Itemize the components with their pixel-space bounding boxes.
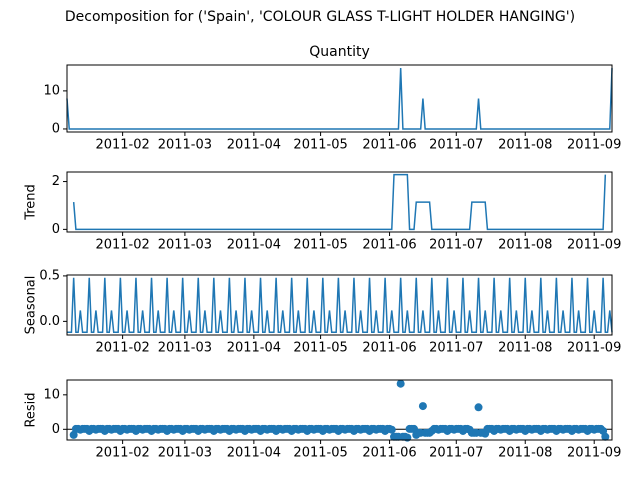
x-tick-label: 2011-04 [227,446,281,461]
x-tick-label: 2011-07 [429,138,483,153]
resid-point [601,432,610,441]
x-tick-label: 2011-09 [567,341,621,356]
y-tick-label: 10 [43,83,60,98]
series-line [67,277,613,334]
x-tick-label: 2011-04 [227,341,281,356]
axes-frame [66,274,613,336]
x-tick-label: 2011-03 [158,138,212,153]
x-tick-label: 2011-03 [158,446,212,461]
resid-point [474,403,483,412]
x-tick-label: 2011-02 [95,341,149,356]
panel-title: Quantity [309,44,370,60]
x-tick-label: 2011-06 [362,238,416,253]
y-tick-label: 0.5 [39,268,60,283]
x-tick-label: 2011-05 [293,341,347,356]
x-tick-label: 2011-09 [567,446,621,461]
figure-title: Decomposition for ('Spain', 'COLOUR GLAS… [65,9,575,25]
series-line [66,68,613,130]
x-tick-label: 2011-04 [227,138,281,153]
x-tick-label: 2011-07 [429,446,483,461]
y-axis-label: Trend [24,184,39,221]
resid-point [396,379,405,388]
y-tick-label: 0 [52,422,60,437]
axes-frame [66,64,613,133]
x-tick-label: 2011-05 [293,138,347,153]
resid-point [69,430,78,439]
x-tick-label: 2011-08 [498,446,552,461]
axes-frame [66,171,613,233]
x-tick-label: 2011-04 [227,238,281,253]
y-tick-label: 0 [52,121,60,136]
x-tick-label: 2011-06 [362,341,416,356]
x-tick-label: 2011-08 [498,341,552,356]
x-tick-label: 2011-09 [567,138,621,153]
resid-point [418,402,427,411]
x-tick-label: 2011-09 [567,238,621,253]
x-tick-label: 2011-08 [498,238,552,253]
y-tick-label: 0.0 [39,314,60,329]
x-tick-label: 2011-03 [158,238,212,253]
y-tick-label: 0 [52,222,60,237]
x-tick-label: 2011-07 [429,341,483,356]
x-tick-label: 2011-02 [95,138,149,153]
axes-frame [66,379,613,441]
y-axis-label: Resid [24,392,39,427]
x-tick-label: 2011-06 [362,446,416,461]
x-tick-label: 2011-07 [429,238,483,253]
x-tick-label: 2011-02 [95,238,149,253]
series-line [72,173,607,231]
x-tick-label: 2011-05 [293,446,347,461]
x-tick-label: 2011-03 [158,341,212,356]
x-tick-label: 2011-05 [293,238,347,253]
y-tick-label: 2 [52,174,60,189]
x-tick-label: 2011-06 [362,138,416,153]
y-tick-label: 10 [43,387,60,402]
x-tick-label: 2011-02 [95,446,149,461]
resid-point [387,425,396,434]
x-tick-label: 2011-08 [498,138,552,153]
y-axis-label: Seasonal [24,276,39,335]
